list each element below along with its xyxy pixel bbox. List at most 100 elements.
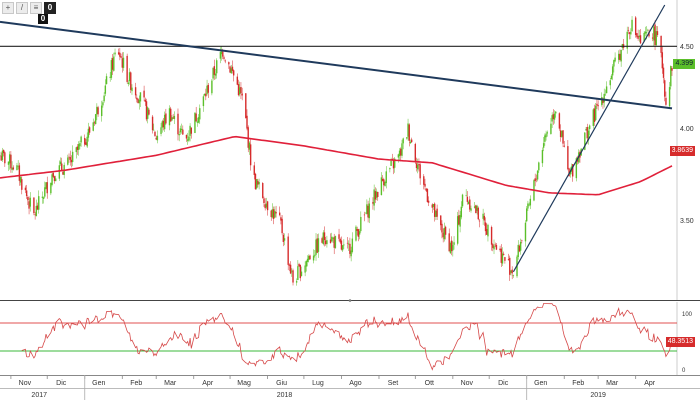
candle-body [645, 32, 648, 34]
candle-body [467, 201, 470, 205]
candle-body [441, 223, 443, 233]
candle-body [482, 213, 484, 219]
candle-body [473, 206, 476, 208]
candle-body [476, 205, 478, 211]
candle-body [249, 144, 252, 166]
candle-body [288, 264, 291, 266]
candle-body [453, 242, 455, 245]
candle-body [661, 52, 664, 69]
candle-body [27, 197, 29, 201]
candle-body [75, 147, 77, 153]
candle-body [461, 194, 464, 207]
candle-body [510, 270, 512, 273]
candle-body [460, 206, 463, 218]
candle-body [266, 201, 269, 211]
candle-body [551, 115, 553, 122]
candle-body [205, 93, 207, 97]
separator-handle[interactable] [348, 299, 352, 302]
month-label: Mar [164, 380, 177, 387]
candle-body [36, 205, 39, 210]
candle-body [272, 209, 275, 219]
month-label: Lug [312, 380, 324, 387]
candle-body [202, 96, 205, 107]
candle-body [542, 143, 545, 148]
candle-body [588, 125, 591, 130]
candle-body [486, 228, 488, 235]
candle-body [240, 87, 242, 94]
candle-body [656, 31, 659, 36]
candle-body [634, 17, 637, 35]
candle-body [24, 187, 27, 191]
fibonacci-icon[interactable]: ≡ [30, 2, 42, 14]
candle-body [287, 236, 289, 265]
candle-body [111, 58, 114, 70]
candle-body [71, 151, 74, 163]
candle-body [292, 270, 294, 283]
candle-body [322, 232, 324, 245]
candle-body [398, 150, 401, 157]
candle-body [309, 255, 311, 260]
candle-body [170, 108, 172, 122]
candle-body [415, 163, 418, 169]
rsi-tick-label: 0 [682, 368, 686, 374]
candle-body [224, 60, 226, 62]
candle-body [407, 123, 409, 137]
zero-badge-icon[interactable]: 0 [44, 2, 56, 14]
candle-body [620, 49, 622, 62]
candle-body [87, 128, 90, 138]
draw-line-icon[interactable]: / [16, 2, 28, 14]
candle-body [300, 271, 303, 277]
candle-body [211, 80, 213, 94]
candle-body [54, 178, 57, 182]
candle-body [628, 32, 631, 34]
candle-body [148, 109, 150, 115]
candle-body [84, 137, 86, 145]
candle-body [575, 158, 578, 179]
candle-body [131, 87, 133, 92]
candle-body [425, 188, 427, 191]
ascending-trendline[interactable] [512, 4, 666, 273]
candle-body [552, 114, 555, 120]
candle-body [626, 31, 628, 49]
candle-body [315, 239, 317, 255]
candle-body [229, 66, 231, 73]
candle-body [630, 31, 632, 35]
candle-body [389, 168, 391, 170]
candle-body [475, 205, 477, 214]
candle-body [409, 141, 412, 144]
crosshair-icon[interactable]: + [2, 2, 14, 14]
candle-body [366, 204, 368, 214]
candle-body [601, 97, 603, 105]
rsi-line [21, 303, 673, 371]
candle-body [247, 127, 249, 148]
candle-body [586, 126, 588, 139]
candle-body [70, 159, 73, 163]
candle-body [450, 240, 453, 252]
candle-body [34, 214, 36, 216]
candle-body [521, 240, 523, 242]
zero-indicator: 0 [38, 14, 48, 24]
candle-body [280, 217, 282, 221]
candle-body [433, 203, 436, 217]
candle-body [213, 66, 216, 75]
candle-body [62, 171, 64, 175]
candle-body [314, 254, 316, 256]
candle-body [25, 190, 28, 196]
candle-body [19, 177, 22, 183]
candle-body [304, 265, 306, 273]
candle-body [295, 281, 298, 283]
candle-body [185, 134, 188, 139]
candle-body [42, 197, 45, 199]
candle-body [487, 224, 489, 237]
descending-trendline[interactable] [0, 20, 673, 110]
candle-body [483, 215, 486, 221]
candle-body [595, 105, 597, 121]
candle-body [555, 111, 557, 114]
candle-body [609, 80, 611, 86]
candle-body [529, 198, 532, 206]
month-label: Apr [644, 380, 656, 387]
candle-body [435, 210, 437, 217]
candle-body [219, 52, 222, 59]
candle-body [134, 87, 137, 96]
